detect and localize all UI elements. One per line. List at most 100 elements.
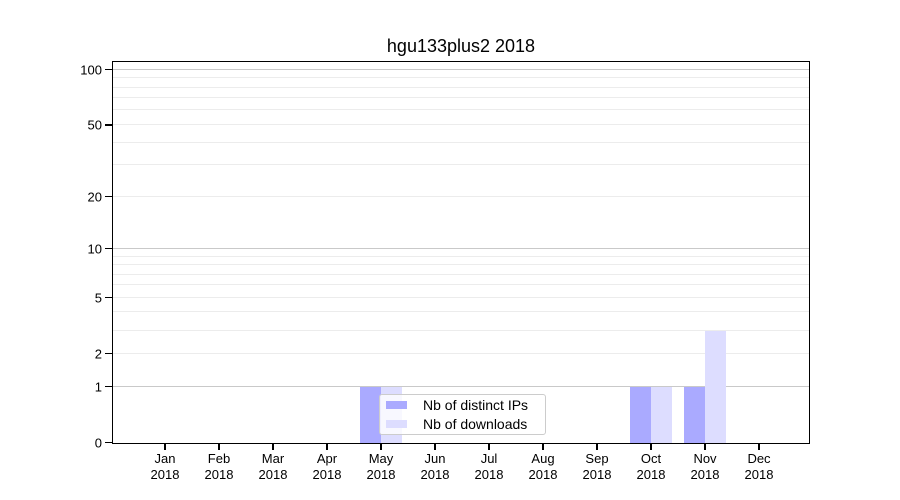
month-name: Mar	[261, 451, 285, 466]
gridline-minor	[113, 86, 809, 88]
gridline-minor	[113, 273, 809, 275]
x-tick-label: Sep 2018	[565, 451, 629, 483]
gridline-minor	[113, 109, 809, 111]
month-name: May	[368, 451, 394, 466]
month-year: 2018	[474, 467, 504, 482]
x-tick-label: Nov 2018	[673, 451, 737, 483]
legend-swatch-downloads	[386, 420, 407, 428]
y-tick-label: 1	[94, 379, 102, 394]
gridline-minor	[113, 123, 809, 125]
x-tick-label: Jun 2018	[403, 451, 467, 483]
y-tick-mark	[105, 385, 112, 388]
x-tick-label: May 2018	[349, 451, 413, 483]
month-year: 2018	[690, 467, 720, 482]
month-name: Dec	[747, 451, 771, 466]
y-tick-label: 10	[87, 241, 102, 257]
x-tick-mark	[380, 444, 382, 450]
x-tick-mark	[218, 444, 220, 450]
y-tick-mark	[105, 353, 112, 355]
y-tick-label: 0	[94, 435, 102, 450]
gridline-minor	[113, 195, 809, 197]
chart-title: hgu133plus2 2018	[386, 36, 536, 56]
month-year: 2018	[204, 467, 234, 482]
month-year: 2018	[366, 467, 396, 482]
x-tick-mark	[650, 444, 652, 450]
gridline-minor	[113, 77, 809, 79]
gridline-minor	[113, 97, 809, 99]
month-name: Sep	[585, 451, 609, 466]
legend: Nb of distinct IPs Nb of downloads	[379, 394, 546, 435]
y-tick-mark	[105, 124, 112, 126]
legend-label: Nb of downloads	[423, 416, 528, 432]
x-tick-label: Mar 2018	[241, 451, 305, 483]
gridline-minor	[113, 255, 809, 257]
legend-label: Nb of distinct IPs	[423, 397, 529, 413]
bar-distinct-ips	[683, 387, 705, 443]
month-year: 2018	[258, 467, 288, 482]
gridline-major	[113, 68, 809, 70]
month-year: 2018	[150, 467, 180, 482]
y-tick-mark	[105, 441, 112, 444]
x-tick-mark	[758, 444, 760, 450]
bar-distinct-ips	[359, 387, 381, 443]
month-name: Feb	[207, 451, 231, 466]
gridline-minor	[113, 296, 809, 298]
x-tick-mark	[434, 444, 436, 450]
x-tick-mark	[326, 444, 328, 450]
month-year: 2018	[744, 467, 774, 482]
bar-downloads	[650, 387, 672, 443]
gridline-minor	[113, 264, 809, 265]
x-tick-mark	[596, 444, 598, 450]
month-name: Apr	[316, 451, 338, 466]
month-year: 2018	[312, 467, 342, 482]
x-tick-label: Jul 2018	[457, 451, 521, 483]
bars-layer	[113, 62, 809, 443]
month-name: Nov	[693, 451, 717, 466]
month-name: Jun	[424, 451, 446, 466]
x-tick-mark	[164, 444, 166, 450]
x-tick-mark	[272, 444, 274, 450]
gridline-minor	[113, 284, 809, 286]
y-tick-label: 20	[87, 189, 102, 205]
legend-item: Nb of distinct IPs	[386, 397, 539, 413]
month-year: 2018	[420, 467, 450, 482]
gridline-minor	[113, 329, 809, 331]
month-name: Jan	[154, 451, 176, 466]
y-tick-mark	[105, 297, 112, 299]
gridline-major	[113, 385, 809, 387]
gridline-major	[113, 247, 809, 249]
month-year: 2018	[636, 467, 666, 482]
month-name: Aug	[531, 451, 555, 466]
x-tick-label: Apr 2018	[295, 451, 359, 483]
y-tick-label: 5	[94, 290, 102, 306]
legend-swatch-distinct-ips	[386, 401, 407, 409]
gridline-minor	[113, 141, 809, 143]
x-tick-label: Jan 2018	[133, 451, 197, 483]
month-year: 2018	[528, 467, 558, 482]
y-tick-mark	[105, 195, 112, 198]
gridline-minor	[113, 164, 809, 166]
gridline-minor	[113, 311, 809, 313]
month-year: 2018	[582, 467, 612, 482]
y-tick-label: 2	[94, 346, 102, 362]
x-tick-label: Oct 2018	[619, 451, 683, 483]
gridlines-layer	[113, 62, 809, 443]
bar-distinct-ips	[629, 387, 651, 443]
y-tick-mark	[105, 248, 112, 250]
y-tick-label: 50	[87, 117, 102, 133]
bar-downloads	[704, 331, 726, 443]
y-tick-mark	[105, 69, 112, 71]
month-name: Jul	[480, 451, 498, 466]
month-name: Oct	[640, 451, 662, 466]
x-tick-label: Aug 2018	[511, 451, 575, 483]
legend-item: Nb of downloads	[386, 416, 539, 432]
x-tick-label: Feb 2018	[187, 451, 251, 483]
x-tick-mark	[488, 444, 490, 450]
x-tick-mark	[542, 444, 544, 450]
gridline-minor	[113, 352, 809, 354]
y-tick-label: 100	[80, 62, 102, 78]
plot-area	[112, 61, 810, 444]
x-tick-label: Dec 2018	[727, 451, 791, 483]
x-tick-mark	[704, 444, 706, 450]
